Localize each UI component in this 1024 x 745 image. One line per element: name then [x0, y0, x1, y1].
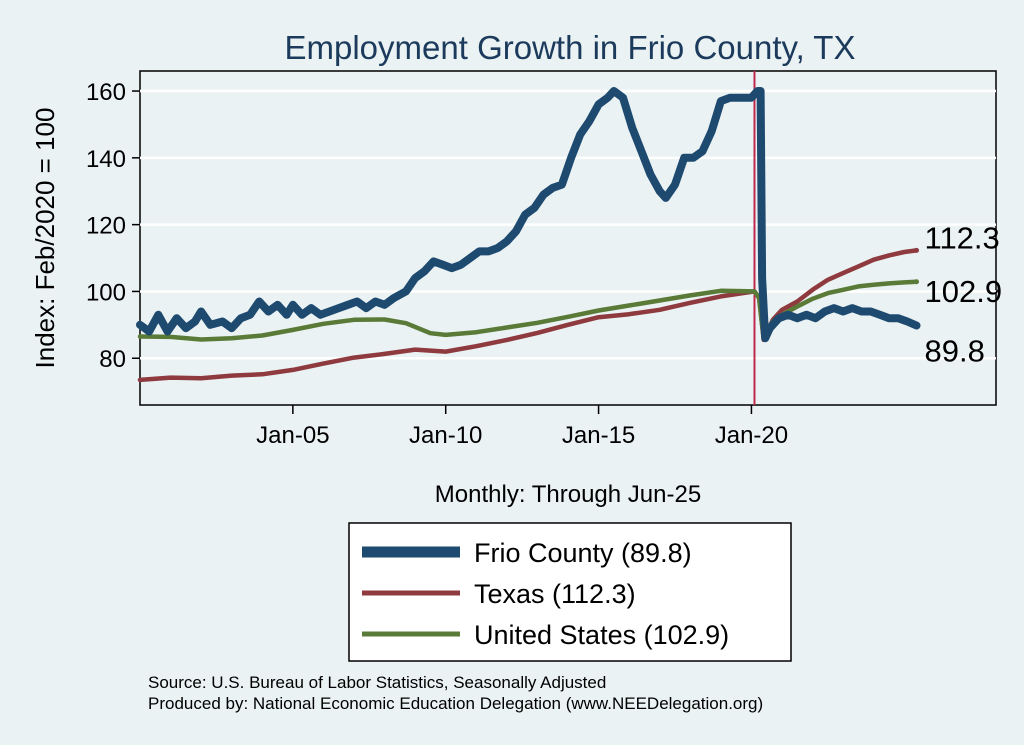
- end-label-0: 89.8: [925, 334, 985, 369]
- end-label-2: 102.9: [925, 274, 1003, 309]
- legend-label-2: United States (102.9): [474, 620, 729, 650]
- series-lines: [136, 87, 921, 383]
- x-tick-label: Jan-10: [409, 422, 482, 449]
- y-tick-label: 140: [86, 146, 126, 173]
- legend: Frio County (89.8) Texas (112.3) United St…: [362, 538, 729, 650]
- x-axis-ticks: Jan-05 Jan-10 Jan-15 Jan-20: [256, 405, 788, 449]
- source-note: Source: U.S. Bureau of Labor Statistics,…: [148, 673, 606, 692]
- end-point-0: [914, 323, 920, 329]
- gridlines: [140, 89, 996, 360]
- end-labels: 89.8 112.3 102.9: [914, 220, 1003, 369]
- x-tick-label: Jan-15: [562, 422, 635, 449]
- legend-label-0: Frio County (89.8): [474, 538, 692, 568]
- y-tick-label: 120: [86, 213, 126, 240]
- x-axis-label: Monthly: Through Jun-25: [435, 481, 701, 508]
- x-tick-label: Jan-05: [256, 422, 329, 449]
- x-tick-label: Jan-20: [715, 422, 788, 449]
- end-label-1: 112.3: [925, 220, 1000, 255]
- plot-area: [139, 70, 997, 406]
- y-tick-label: 160: [86, 79, 126, 106]
- series-line-1: [137, 248, 919, 383]
- produced-by-note: Produced by: National Economic Education…: [148, 694, 763, 713]
- legend-label-1: Texas (112.3): [474, 579, 636, 609]
- y-axis-label: Index: Feb/2020 = 100: [30, 108, 60, 369]
- end-point-1: [914, 247, 920, 253]
- chart-title: Employment Growth in Frio County, TX: [285, 29, 856, 66]
- y-tick-label: 80: [99, 346, 126, 373]
- y-axis-ticks: 80 100 120 140 160: [86, 79, 140, 373]
- series-line-2: [137, 279, 919, 342]
- y-tick-label: 100: [86, 279, 126, 306]
- end-point-2: [914, 279, 920, 285]
- series-line-0: [136, 87, 921, 343]
